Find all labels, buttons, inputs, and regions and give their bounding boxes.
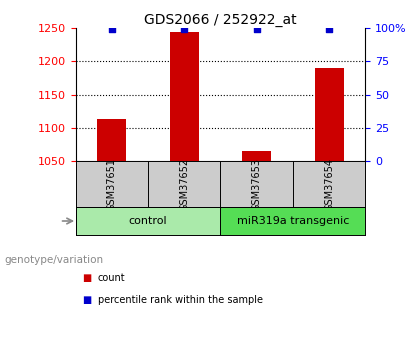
Text: percentile rank within the sample: percentile rank within the sample — [98, 295, 263, 305]
Text: genotype/variation: genotype/variation — [4, 256, 103, 265]
Bar — [315, 68, 344, 161]
Bar — [97, 119, 126, 161]
Text: GSM37651: GSM37651 — [107, 158, 117, 211]
Point — [108, 26, 115, 32]
Bar — [220, 207, 365, 235]
Point — [326, 26, 333, 32]
Bar — [170, 32, 199, 161]
Title: GDS2066 / 252922_at: GDS2066 / 252922_at — [144, 12, 297, 27]
Text: control: control — [129, 216, 167, 226]
Text: count: count — [98, 273, 126, 283]
Text: GSM37653: GSM37653 — [252, 158, 262, 211]
Point — [253, 26, 260, 32]
Text: ■: ■ — [82, 273, 91, 283]
Bar — [76, 207, 220, 235]
Bar — [242, 151, 271, 161]
Text: GSM37652: GSM37652 — [179, 158, 189, 211]
Point — [181, 26, 188, 32]
Text: miR319a transgenic: miR319a transgenic — [237, 216, 349, 226]
Text: ■: ■ — [82, 295, 91, 305]
Text: GSM37654: GSM37654 — [324, 158, 334, 211]
